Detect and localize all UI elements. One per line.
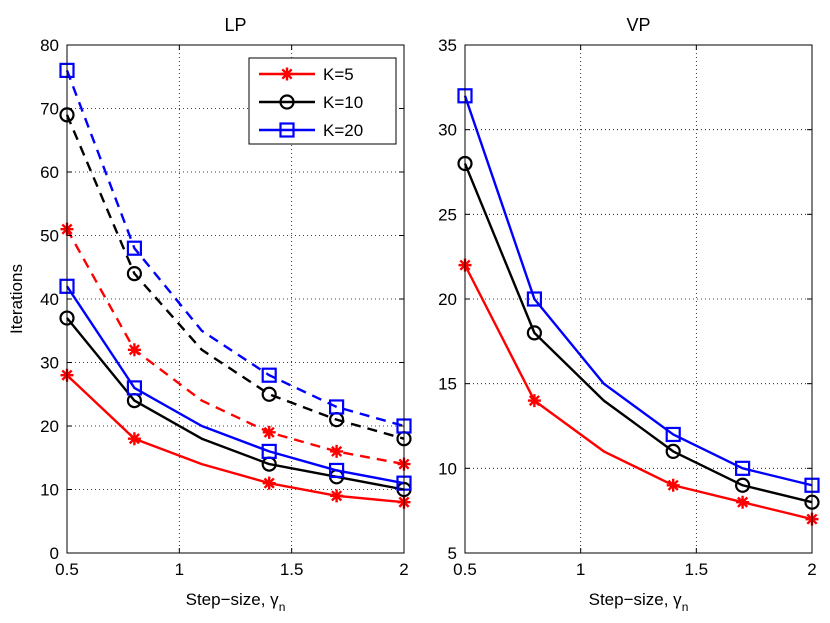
vp-grid bbox=[465, 45, 812, 553]
legend-label: K=5 bbox=[323, 65, 354, 84]
vp-x-tick-label: 1.5 bbox=[685, 560, 709, 579]
vp-x-tick-label: 1 bbox=[576, 560, 585, 579]
lp-x-axis-label-main: Step−size, γ bbox=[186, 590, 280, 609]
vp-y-tick-label: 5 bbox=[448, 544, 457, 563]
lp-point-square bbox=[261, 443, 277, 459]
vp-point-square bbox=[665, 426, 681, 443]
lp-point-circle bbox=[261, 386, 277, 402]
vp-point-square bbox=[526, 291, 543, 307]
lp-series-line bbox=[66, 317, 405, 491]
lp-point-asterisk bbox=[262, 476, 276, 490]
lp-point-asterisk bbox=[127, 343, 141, 357]
lp-y-tick-label: 20 bbox=[40, 417, 59, 436]
lp-point-circle bbox=[126, 266, 142, 282]
lp-x-tick-label: 2 bbox=[399, 560, 408, 579]
lp-y-tick-label: 0 bbox=[50, 544, 59, 563]
vp-x-tick-label: 2 bbox=[807, 560, 816, 579]
lp-point-square bbox=[329, 462, 345, 479]
lp-y-tick-label: 40 bbox=[40, 290, 59, 309]
lp-y-tick-label: 80 bbox=[40, 36, 59, 55]
vp-y-tick-label: 25 bbox=[438, 205, 457, 224]
vp-series bbox=[457, 88, 820, 526]
vp-point-circle bbox=[734, 477, 751, 493]
vp-x-axis-label: Step−size, γn bbox=[589, 590, 689, 614]
lp-y-tick-label: 60 bbox=[40, 163, 59, 182]
legend-swatch-marker bbox=[279, 122, 295, 138]
vp-series-line bbox=[463, 264, 813, 521]
vp-x-tick-label: 0.5 bbox=[453, 560, 477, 579]
lp-title: LP bbox=[224, 15, 246, 35]
legend-label: K=20 bbox=[323, 121, 363, 140]
vp-series-k20-solid bbox=[457, 88, 820, 493]
lp-point-square bbox=[126, 240, 143, 256]
lp-point-square bbox=[261, 367, 277, 383]
vp-x-axis-label-main: Step−size, γ bbox=[589, 590, 683, 609]
lp-y-tick-label: 70 bbox=[40, 100, 59, 119]
vp-series-k10-solid bbox=[457, 155, 820, 510]
legend-entry-k10: K=10 bbox=[259, 93, 363, 112]
lp-point-asterisk bbox=[330, 444, 344, 458]
vp-y-tick-label: 10 bbox=[438, 459, 457, 478]
lp-y-tick-label: 30 bbox=[40, 354, 59, 373]
lp-series-k5-solid bbox=[60, 368, 411, 509]
vp-x-axis-label-sub: n bbox=[682, 600, 689, 614]
lp-point-square bbox=[329, 399, 345, 415]
vp-y-tick-label: 15 bbox=[438, 375, 457, 394]
vp-point-circle bbox=[665, 443, 681, 459]
vp-series-line bbox=[463, 95, 813, 487]
lp-y-axis-label: Iterations bbox=[7, 264, 26, 334]
lp-y-tick-label: 50 bbox=[40, 227, 59, 246]
vp-point-asterisk bbox=[666, 478, 680, 492]
legend-swatch-marker bbox=[279, 94, 295, 110]
vp-y-tick-label: 30 bbox=[438, 121, 457, 140]
lp-point-asterisk bbox=[262, 425, 276, 439]
vp-series-line bbox=[463, 163, 813, 504]
lp-x-axis-label-sub: n bbox=[279, 600, 286, 614]
lp-series-k10-dashed bbox=[59, 107, 412, 447]
lp-series-k10-solid bbox=[59, 310, 412, 498]
lp-point-asterisk bbox=[127, 432, 141, 446]
lp-series-line bbox=[66, 285, 405, 485]
lp-point-asterisk bbox=[330, 489, 344, 503]
legend-label: K=10 bbox=[323, 93, 363, 112]
lp-series-line bbox=[65, 69, 405, 428]
vp-point-asterisk bbox=[527, 394, 541, 408]
lp-series-line bbox=[65, 114, 405, 440]
lp-x-axis-label: Step−size, γn bbox=[186, 590, 286, 614]
vp-y-tick-label: 20 bbox=[438, 290, 457, 309]
legend-entry-k20: K=20 bbox=[259, 121, 363, 140]
vp-point-circle bbox=[526, 325, 543, 341]
lp-series-line bbox=[66, 374, 405, 504]
lp-y-tick-label: 10 bbox=[40, 481, 59, 500]
lp-x-tick-label: 1 bbox=[175, 560, 184, 579]
lp-series-line bbox=[65, 228, 405, 466]
lp-point-square bbox=[126, 380, 143, 396]
vp-point-asterisk bbox=[736, 495, 750, 509]
legend: K=5 K=10 K=20 bbox=[248, 57, 397, 145]
legend-swatch-marker bbox=[280, 67, 294, 81]
legend-entry-k5: K=5 bbox=[259, 65, 354, 84]
lp-x-tick-label: 0.5 bbox=[55, 560, 79, 579]
vp-series-k5-solid bbox=[458, 258, 819, 526]
lp-x-tick-label: 1.5 bbox=[280, 560, 304, 579]
lp-series-k5-dashed bbox=[60, 222, 411, 471]
vp-y-tick-label: 35 bbox=[438, 36, 457, 55]
vp-title: VP bbox=[626, 15, 650, 35]
vp-point-square bbox=[734, 460, 751, 476]
